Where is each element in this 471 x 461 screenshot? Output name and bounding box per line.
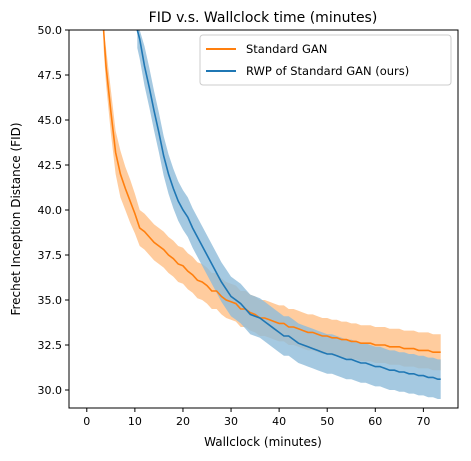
x-tick-label: 0 (83, 415, 90, 428)
y-tick-label: 35.0 (38, 294, 63, 307)
x-tick-label: 50 (320, 415, 334, 428)
x-axis-label: Wallclock (minutes) (204, 435, 322, 449)
chart-title: FID v.s. Wallclock time (minutes) (149, 10, 378, 26)
y-tick-label: 37.5 (38, 249, 63, 262)
x-tick-label: 70 (416, 415, 430, 428)
legend-box (199, 34, 452, 86)
x-tick-label: 60 (368, 415, 382, 428)
y-tick-label: 42.5 (38, 159, 63, 172)
y-tick-label: 32.5 (38, 339, 63, 352)
plot-frame (68, 29, 459, 409)
legend: Standard GAN RWP of Standard GAN (ours) (199, 34, 452, 86)
legend-label-rwp: RWP of Standard GAN (ours) (246, 64, 409, 78)
line-standard-gan (102, 30, 441, 354)
y-tick-label: 45.0 (38, 114, 63, 127)
x-tick-label: 40 (272, 415, 286, 428)
y-tick-label: 50.0 (38, 24, 63, 37)
y-tick-label: 40.0 (38, 204, 63, 217)
line-rwp (136, 30, 441, 381)
y-tick-label: 30.0 (38, 384, 63, 397)
series-layer (102, 30, 441, 399)
x-tick-label: 30 (224, 415, 238, 428)
x-axis: 0 10 20 30 40 50 60 70 (83, 408, 430, 428)
band-standard-gan (103, 30, 441, 371)
band-rwp (137, 30, 441, 399)
y-axis: 30.0 32.5 35.0 37.5 40.0 42.5 45.0 47.5 50.0 (38, 24, 69, 397)
y-tick-label: 47.5 (38, 69, 63, 82)
x-tick-label: 20 (176, 415, 190, 428)
legend-label-standard-gan: Standard GAN (246, 42, 327, 56)
y-axis-label: Frechet Inception Distance (FID) (9, 122, 23, 315)
plot-area (68, 29, 459, 409)
x-tick-label: 10 (128, 415, 142, 428)
